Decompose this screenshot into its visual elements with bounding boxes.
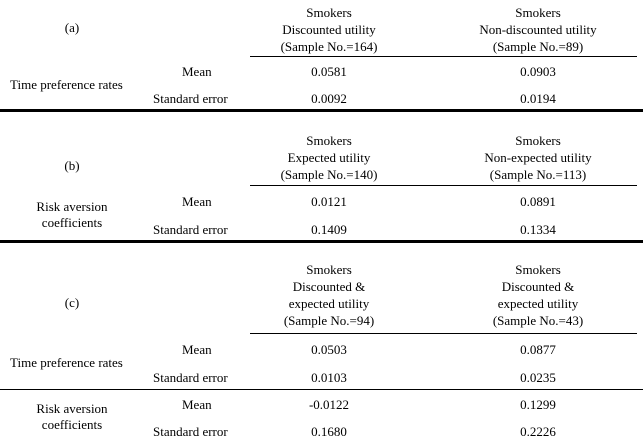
panel-c-group-divider [0, 389, 643, 390]
panel-c-group2-stat-mean: Mean [182, 397, 212, 412]
panel-a-se-col2: 0.0194 [520, 91, 556, 106]
panel-c-group1-stat-se: Standard error [153, 370, 228, 385]
panel-c-group2-label-line1: Risk aversion [36, 401, 108, 416]
panel-a-col1-header-line2: Discounted utility [282, 22, 376, 37]
panel-b-col1-header-line3: (Sample No.=140) [280, 167, 378, 182]
panel-b-col2-header-line2: Non-expected utility [484, 150, 592, 165]
panel-c-col1-header-line2: Discounted & [292, 279, 366, 294]
panel-b-group-label-line1: Risk aversion [36, 199, 108, 214]
panel-a-col2-header-line3: (Sample No.=89) [492, 39, 584, 54]
panel-b-stat-mean: Mean [182, 194, 212, 209]
panel-c-group1-mean-col2: 0.0877 [520, 342, 556, 357]
panel-c-col2-header-line1: Smokers [515, 262, 561, 277]
panel-b-se-col2: 0.1334 [520, 222, 556, 237]
panel-b-col2-header-line1: Smokers [515, 133, 561, 148]
panel-c-col1-header-line1: Smokers [306, 262, 352, 277]
panel-c-col2-header-line3: expected utility [497, 296, 579, 311]
panel-c-group1-label: Time preference rates [10, 355, 123, 370]
panel-c-group2-se-col1: 0.1680 [311, 424, 347, 439]
panel-a-col2-header-line2: Non-discounted utility [479, 22, 597, 37]
panel-b-col1-header-line2: Expected utility [287, 150, 371, 165]
panel-b-mean-col1: 0.0121 [311, 194, 347, 209]
panel-a-header-rule [250, 56, 637, 57]
panel-c-col2-header-line4: (Sample No.=43) [492, 313, 584, 328]
panel-a-col2-header-line1: Smokers [515, 5, 561, 20]
panel-a-mean-col2: 0.0903 [520, 64, 556, 79]
panel-a-stat-mean: Mean [182, 64, 212, 79]
panel-c-col1-header-line4: (Sample No.=94) [283, 313, 375, 328]
panel-c-group1-stat-mean: Mean [182, 342, 212, 357]
panel-a-group-label: Time preference rates [10, 77, 123, 92]
panel-c-group2-se-col2: 0.2226 [520, 424, 556, 439]
panel-c-group2-stat-se: Standard error [153, 424, 228, 439]
panel-c-group1-se-col1: 0.0103 [311, 370, 347, 385]
panel-a-label: (a) [64, 20, 80, 35]
panel-c-header-rule [250, 333, 637, 334]
panel-b-header-rule [250, 185, 637, 186]
panel-c-col2-header-line2: Discounted & [501, 279, 575, 294]
panel-b-mean-col2: 0.0891 [520, 194, 556, 209]
panel-a-col1-header-line3: (Sample No.=164) [280, 39, 378, 54]
panel-b-stat-se: Standard error [153, 222, 228, 237]
panel-a-bottom-rule [0, 109, 643, 112]
panel-c-group2-mean-col2: 0.1299 [520, 397, 556, 412]
panel-b-se-col1: 0.1409 [311, 222, 347, 237]
panel-c-group2-label-line2: coefficients [41, 417, 103, 432]
panel-b-col2-header-line3: (Sample No.=113) [489, 167, 587, 182]
panel-b-col1-header-line1: Smokers [306, 133, 352, 148]
panel-c-group1-mean-col1: 0.0503 [311, 342, 347, 357]
panel-b-label: (b) [64, 158, 80, 173]
panel-c-col1-header-line3: expected utility [288, 296, 370, 311]
panel-c-label: (c) [64, 295, 80, 310]
panel-a-stat-se: Standard error [153, 91, 228, 106]
panel-a-se-col1: 0.0092 [311, 91, 347, 106]
panel-b-group-label-line2: coefficients [41, 215, 103, 230]
panel-c-group1-se-col2: 0.0235 [520, 370, 556, 385]
panel-b-bottom-rule [0, 240, 643, 243]
panel-a-col1-header-line1: Smokers [306, 5, 352, 20]
panel-c-group2-mean-col1: -0.0122 [308, 397, 350, 412]
panel-a-mean-col1: 0.0581 [311, 64, 347, 79]
